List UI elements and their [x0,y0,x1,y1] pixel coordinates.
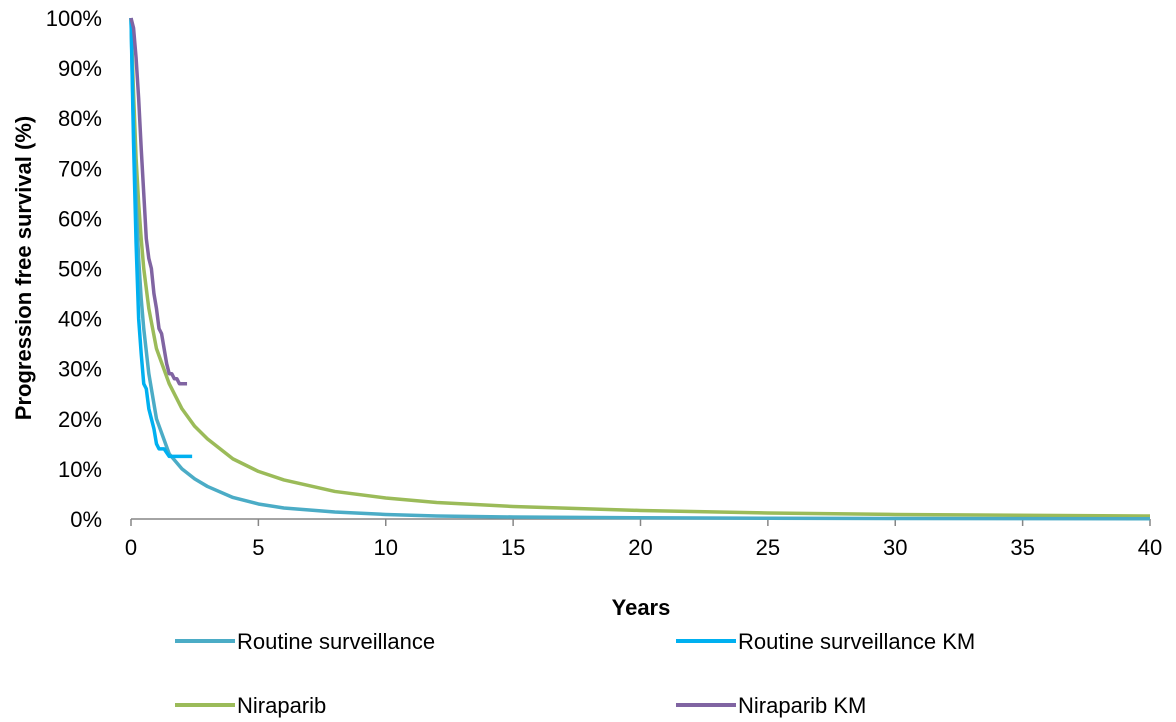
series-line [129,17,193,459]
series-line [129,17,1151,521]
x-tick-label: 30 [883,535,907,560]
series-line [129,17,188,386]
x-tick-label: 0 [125,535,137,560]
y-tick-label: 10% [58,457,102,482]
legend-label: Routine surveillance [237,629,435,654]
series-layer [129,17,1151,521]
y-tick-label: 90% [58,56,102,81]
x-tick-label: 15 [501,535,525,560]
legend: Routine surveillance Routine surveillance… [175,629,975,718]
x-tick-label: 40 [1138,535,1162,560]
x-tick-label: 10 [374,535,398,560]
y-tick-label: 20% [58,407,102,432]
y-tick-label: 80% [58,106,102,131]
y-tick-label: 60% [58,206,102,231]
y-tick-label: 30% [58,357,102,382]
legend-label: Niraparib KM [738,693,866,718]
y-axis-title: Progression free survival (%) [11,116,36,420]
x-tick-label: 20 [628,535,652,560]
y-tick-label: 0% [70,507,102,532]
legend-label: Routine surveillance KM [738,629,975,654]
x-tick-label: 25 [756,535,780,560]
legend-label: Niraparib [237,693,326,718]
y-tick-label: 70% [58,156,102,181]
x-tick-label: 5 [252,535,264,560]
y-tick-label: 100% [46,6,102,31]
y-tick-label: 40% [58,307,102,332]
x-axis-ticks: 0 5 10 15 20 25 30 35 40 [125,519,1162,560]
x-axis-title: Years [612,595,671,620]
series-line [129,17,1151,518]
x-tick-label: 35 [1010,535,1034,560]
y-tick-label: 50% [58,257,102,282]
y-axis-ticks: 0% 10% 20% 30% 40% 50% 60% 70% 80% 90% 100% [46,6,102,532]
